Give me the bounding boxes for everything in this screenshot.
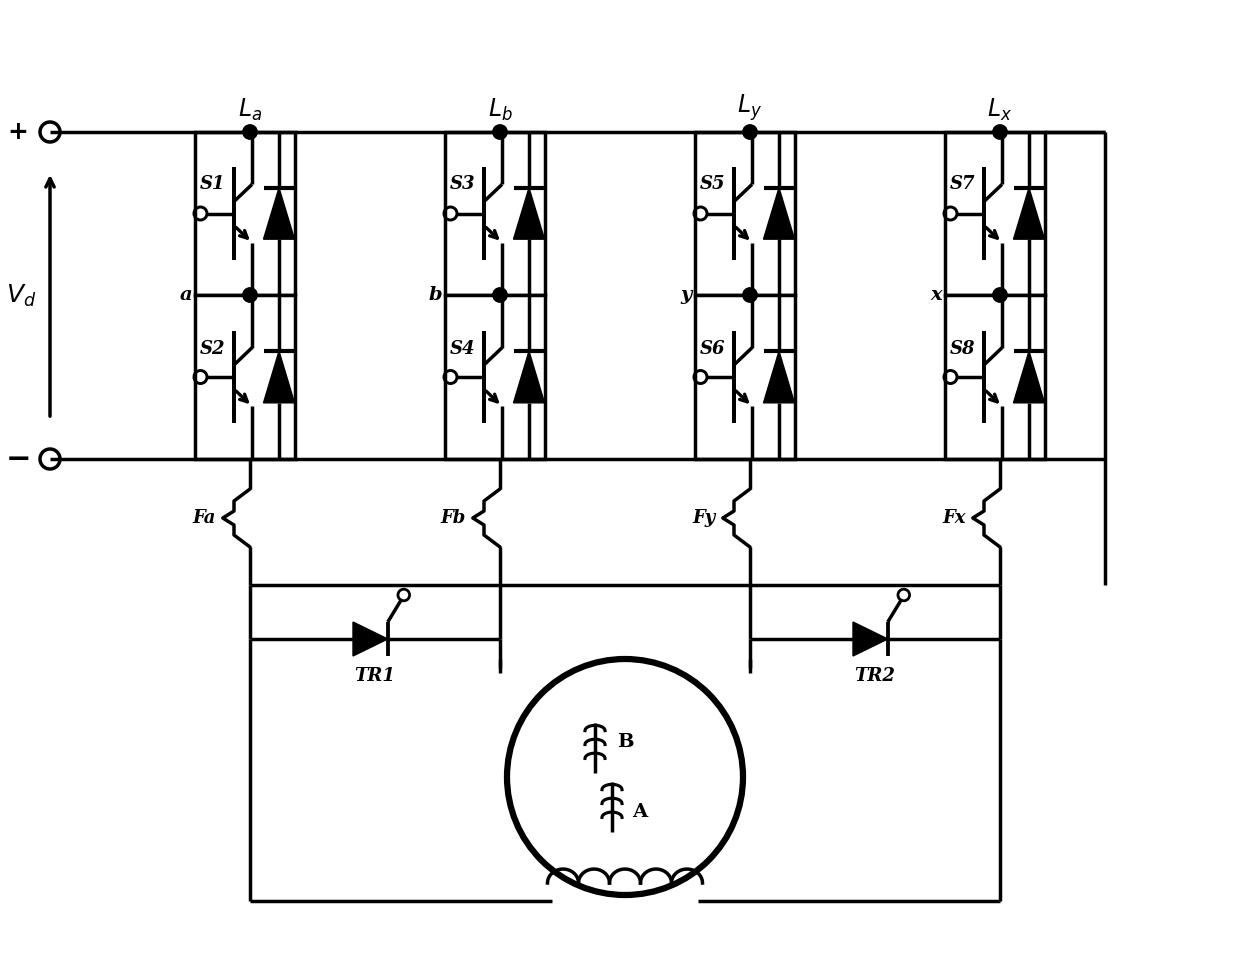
Bar — [945, 132, 1045, 295]
Text: S4: S4 — [450, 340, 475, 358]
Text: Fx: Fx — [942, 509, 966, 527]
Text: A: A — [632, 803, 647, 821]
Text: x: x — [930, 286, 942, 304]
Polygon shape — [264, 188, 295, 239]
Circle shape — [492, 288, 507, 303]
Text: $L_{x}$: $L_{x}$ — [987, 97, 1013, 123]
Polygon shape — [353, 622, 388, 656]
Text: Fa: Fa — [192, 509, 216, 527]
Text: $V_d$: $V_d$ — [6, 282, 36, 308]
Polygon shape — [513, 351, 544, 403]
Circle shape — [743, 288, 758, 303]
Bar — [445, 132, 546, 295]
Bar — [945, 295, 1045, 459]
Text: y: y — [681, 286, 692, 304]
Text: S6: S6 — [701, 340, 725, 358]
Circle shape — [993, 125, 1007, 139]
Polygon shape — [264, 351, 295, 403]
Polygon shape — [853, 622, 888, 656]
Text: Fb: Fb — [440, 509, 466, 527]
Text: TR2: TR2 — [854, 667, 895, 685]
Circle shape — [243, 125, 257, 139]
Text: S5: S5 — [701, 174, 725, 192]
Text: S1: S1 — [200, 174, 226, 192]
Text: $L_{a}$: $L_{a}$ — [238, 97, 262, 123]
Circle shape — [243, 288, 257, 303]
Circle shape — [993, 288, 1007, 303]
Text: Fy: Fy — [693, 509, 715, 527]
Text: S2: S2 — [200, 340, 226, 358]
Text: b: b — [428, 286, 441, 304]
Bar — [445, 295, 546, 459]
Text: S7: S7 — [950, 174, 976, 192]
Bar — [195, 132, 295, 295]
Text: $L_{y}$: $L_{y}$ — [738, 92, 763, 123]
Text: S3: S3 — [450, 174, 475, 192]
Text: B: B — [618, 733, 634, 751]
Bar — [694, 132, 795, 295]
Text: TR1: TR1 — [355, 667, 396, 685]
Bar — [694, 295, 795, 459]
Bar — [195, 295, 295, 459]
Text: +: + — [7, 120, 29, 144]
Polygon shape — [1013, 188, 1044, 239]
Polygon shape — [1013, 351, 1044, 403]
Polygon shape — [513, 188, 544, 239]
Text: $L_{b}$: $L_{b}$ — [487, 97, 512, 123]
Text: −: − — [5, 445, 31, 474]
Text: a: a — [180, 286, 192, 304]
Polygon shape — [764, 351, 795, 403]
Polygon shape — [764, 188, 795, 239]
Text: S8: S8 — [950, 340, 976, 358]
Circle shape — [743, 125, 758, 139]
Circle shape — [492, 125, 507, 139]
